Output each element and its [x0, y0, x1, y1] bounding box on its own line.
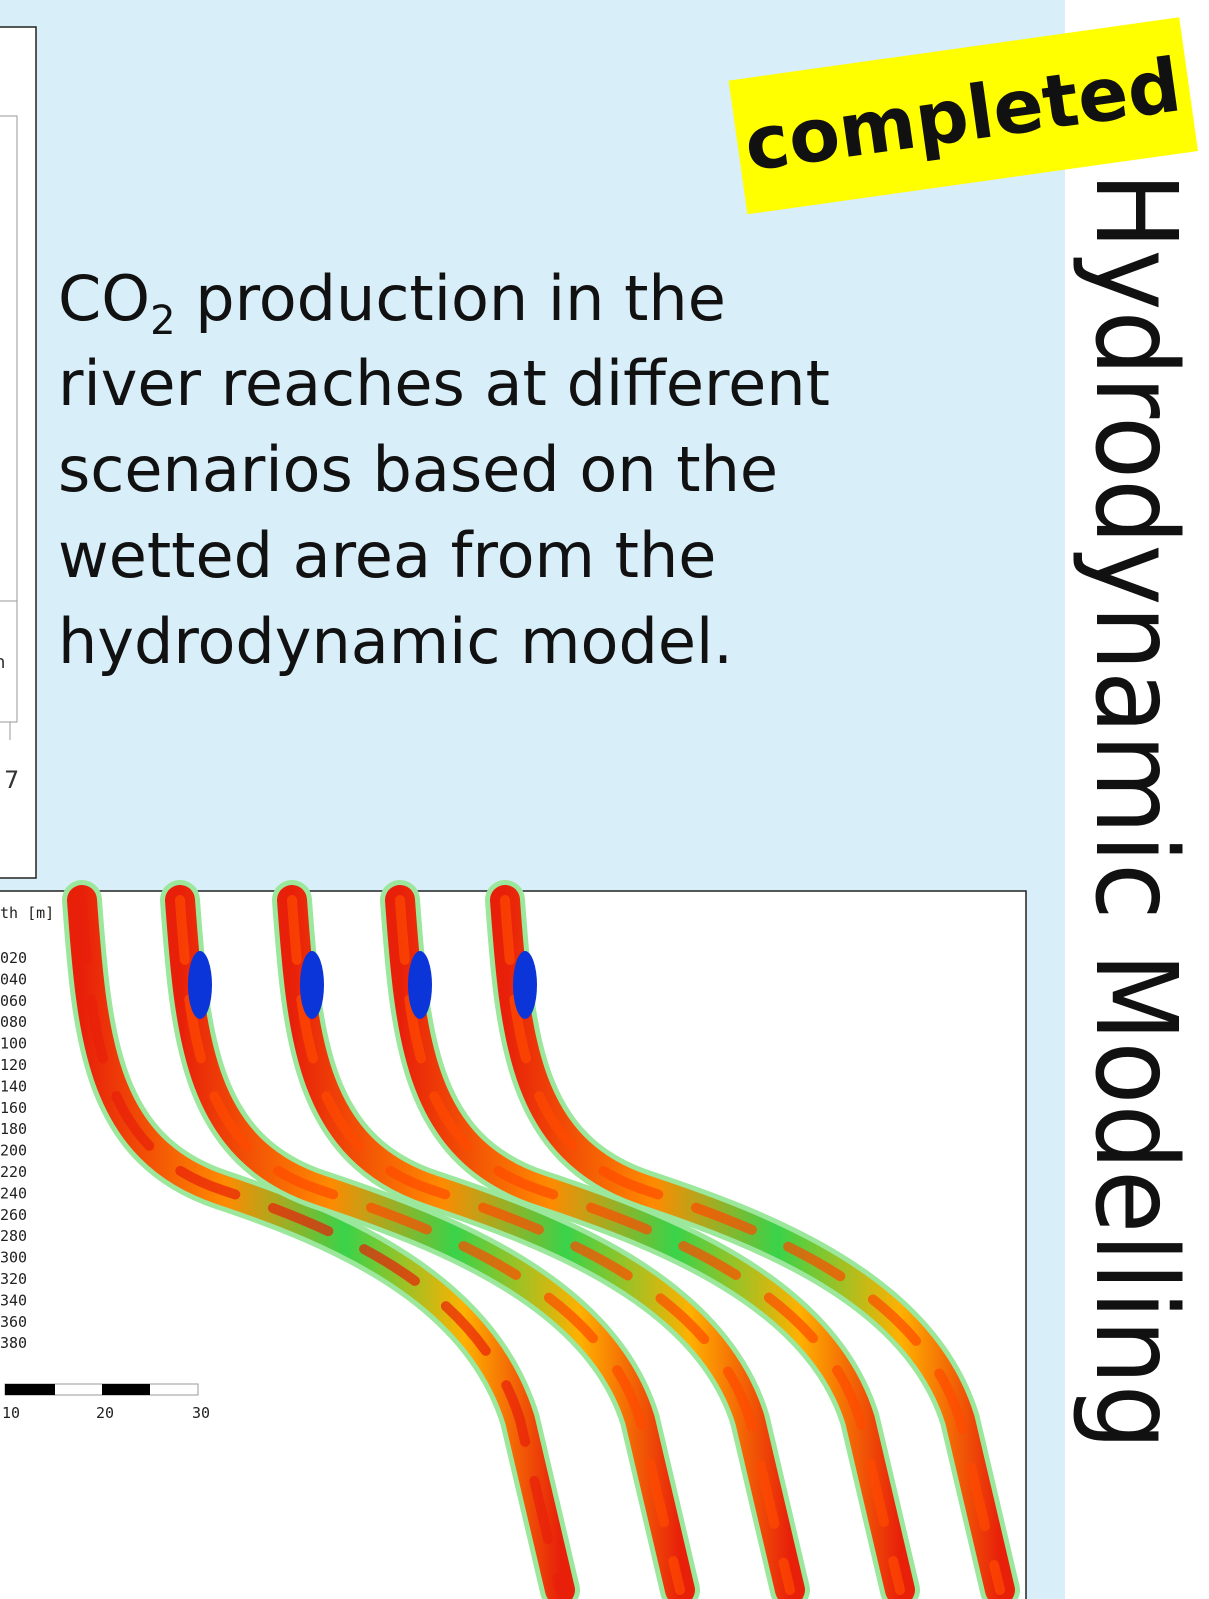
deep-pool — [300, 951, 324, 1019]
scale-label: 20 — [96, 1404, 114, 1422]
legend-label: 340 — [0, 1291, 27, 1309]
legend-label: 220 — [0, 1163, 27, 1181]
deep-pool — [188, 951, 212, 1019]
legend-title: th [m] — [0, 904, 54, 922]
legend-label: 060 — [0, 992, 27, 1010]
description-line: wetted area from the — [58, 519, 716, 592]
legend-label: 320 — [0, 1270, 27, 1288]
legend-label: 040 — [0, 970, 27, 988]
legend-label: 280 — [0, 1227, 27, 1245]
scale-label: 30 — [192, 1404, 210, 1422]
text: production in the — [176, 262, 726, 335]
left-chart: h 7 — [0, 27, 36, 878]
legend-label: 160 — [0, 1099, 27, 1117]
map: th [m] 020 040 060 080 100 120 140 160 180 200 220… — [0, 891, 1026, 1599]
co2: CO — [58, 262, 150, 335]
scale-bar — [5, 1384, 198, 1395]
tick-label: 7 — [4, 766, 19, 794]
legend-label: 260 — [0, 1206, 27, 1224]
deep-pool — [513, 951, 537, 1019]
description-line: hydrodynamic model. — [58, 605, 733, 678]
scale-label: 10 — [2, 1404, 20, 1422]
description-line: river reaches at different — [58, 347, 830, 420]
chart-frame — [0, 27, 36, 878]
deep-pool — [408, 951, 432, 1019]
legend-label: 020 — [0, 949, 27, 967]
chart-label: h — [0, 652, 5, 673]
legend-label: 380 — [0, 1334, 27, 1352]
legend-label: 200 — [0, 1142, 27, 1160]
description-line: CO2 production in the — [58, 262, 726, 344]
legend-label: 360 — [0, 1313, 27, 1331]
legend-label: 140 — [0, 1077, 27, 1095]
legend-label: 080 — [0, 1013, 27, 1031]
legend-label: 300 — [0, 1249, 27, 1267]
legend-label: 240 — [0, 1184, 27, 1202]
description: CO2 production in the — [58, 262, 726, 344]
legend-label: 120 — [0, 1056, 27, 1074]
description-line: scenarios based on the — [58, 433, 778, 506]
legend-label: 100 — [0, 1035, 27, 1053]
legend-label: 180 — [0, 1120, 27, 1138]
slide: Hydrodynamic Modelling completed h 7 CO2… — [0, 0, 1209, 1599]
side-title: Hydrodynamic Modelling — [1070, 172, 1200, 1450]
subscript: 2 — [150, 298, 175, 344]
